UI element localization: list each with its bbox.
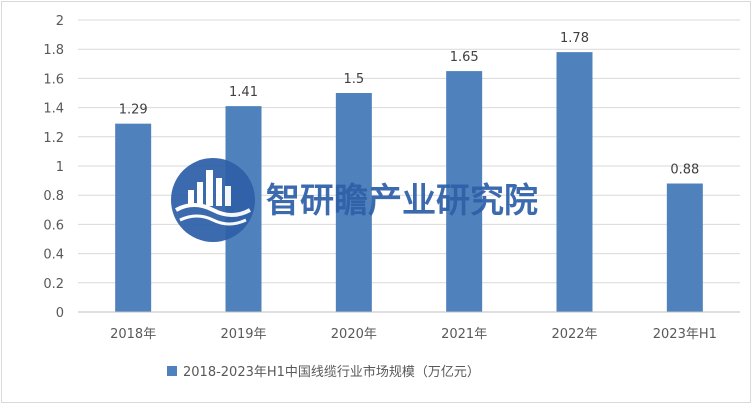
bar: [556, 52, 593, 313]
watermark-logo: 智研瞻产业研究院: [171, 158, 538, 242]
x-axis-ticks: 2018年 2019年 2020年 2021年 2022年 2023年H1: [110, 327, 717, 342]
y-tick-label: 0.2: [43, 277, 64, 292]
y-tick-label: 0.8: [43, 189, 64, 204]
y-tick-label: 1.4: [43, 102, 64, 117]
y-tick-label: 1.2: [43, 131, 64, 146]
watermark-logo-wave: [175, 203, 251, 217]
y-tick-label: 0.4: [43, 248, 64, 263]
data-label: 1.41: [229, 85, 258, 100]
data-label: 1.29: [119, 103, 148, 118]
y-tick-label: 0: [56, 306, 64, 321]
y-axis-ticks: 0 0.2 0.4 0.6 0.8 1 1.2 1.4 1.6 1.8 2: [43, 14, 64, 321]
data-label: 1.78: [560, 31, 589, 46]
legend-label: 2018-2023年H1中国线缆行业市场规模（万亿元）: [183, 364, 480, 380]
bars: [115, 52, 703, 313]
watermark-logo-buildings: [188, 170, 231, 206]
x-tick-label: 2019年: [220, 327, 266, 342]
x-tick-label: 2022年: [551, 327, 597, 342]
legend: 2018-2023年H1中国线缆行业市场规模（万亿元）: [167, 364, 480, 380]
data-label: 1.65: [450, 50, 479, 65]
bar: [666, 183, 703, 312]
x-tick-label: 2021年: [441, 327, 487, 342]
bar: [335, 93, 372, 312]
y-tick-label: 1.8: [43, 43, 64, 58]
y-tick-label: 2: [56, 14, 64, 29]
watermark-logo-wave-2: [179, 214, 247, 226]
data-label: 0.88: [670, 163, 699, 178]
x-tick-label: 2023年H1: [653, 327, 717, 342]
data-labels: 1.29 1.41 1.5 1.65 1.78 0.88: [119, 31, 700, 177]
watermark-text: 智研瞻产业研究院: [266, 181, 538, 221]
y-tick-label: 1: [56, 160, 64, 175]
bar: [446, 71, 483, 312]
gridlines: [78, 19, 740, 284]
x-tick-label: 2020年: [331, 327, 377, 342]
bar: [115, 123, 152, 312]
data-label: 1.5: [343, 72, 364, 87]
y-tick-label: 1.6: [43, 72, 64, 87]
y-tick-label: 0.6: [43, 218, 64, 233]
x-tick-label: 2018年: [110, 327, 156, 342]
legend-swatch: [167, 366, 177, 376]
